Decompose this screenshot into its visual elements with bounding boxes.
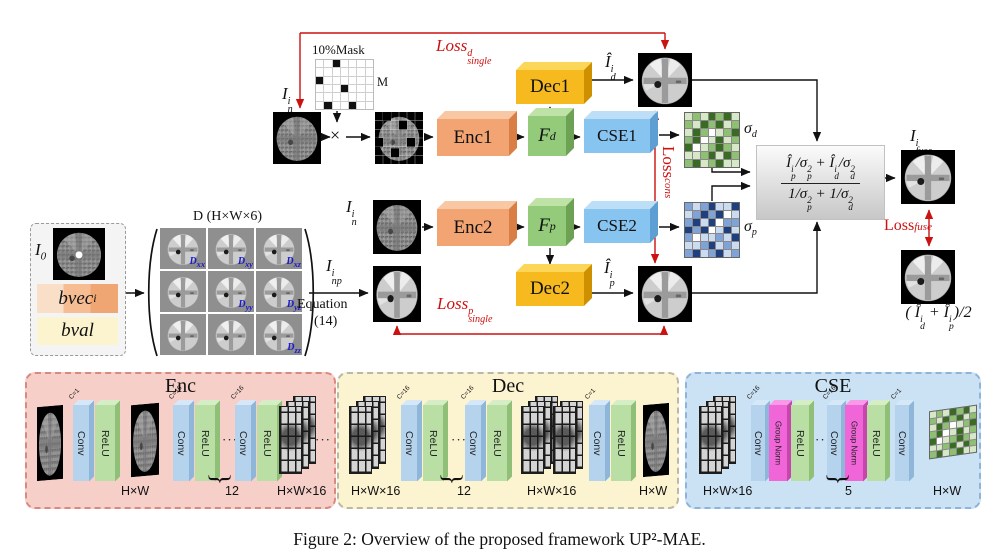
d-cell-xx: Dxx: [160, 228, 206, 269]
cse-output-matrix: [929, 404, 977, 460]
d-cell-blank-3: [208, 314, 254, 355]
enc-dim-label: H×W: [121, 484, 150, 498]
loss-single-d-label: Loss d single: [436, 36, 492, 68]
brain-image-i0: [53, 228, 105, 280]
loss-fuse-label: Lossfuse: [884, 217, 932, 234]
d-cell-blank-1: [160, 271, 206, 312]
brain-image-In-top: [273, 112, 321, 164]
brain-image-ihat-d: [638, 53, 692, 107]
d-cell-xz: Dxz: [256, 228, 302, 269]
sigma-d-label: σd: [744, 120, 757, 141]
dec-detail-panel: Dec H×W×16 C=16 Conv ReLU ··· C=16 Conv Re…: [337, 372, 679, 509]
d-tensor-title: D (H×W×6): [193, 209, 263, 224]
sigma-p-label: σp: [744, 218, 757, 239]
enc-input-slice: [37, 404, 63, 482]
brain-image-In-mid: [373, 200, 421, 254]
enc-output-dim-label: H×W×16: [277, 484, 327, 498]
mask-matrix-label: M: [377, 75, 389, 89]
dec-ellipsis: ···: [451, 432, 467, 447]
enc-count-label: 12: [225, 484, 239, 498]
enc-output-ellipsis: ···: [315, 432, 331, 447]
dec-mid-dim-label: H×W×16: [527, 484, 577, 498]
enc-mid-slice: [131, 402, 159, 478]
dec-output-dim-label: H×W: [639, 484, 668, 498]
brain-image-inp: [373, 266, 421, 322]
multiply-icon: ×: [330, 125, 341, 145]
d-cell-yy: Dyy: [208, 271, 254, 312]
dec-output-slice: [643, 402, 669, 478]
mask-grid: [315, 59, 374, 110]
brain-image-average: [901, 250, 955, 304]
bval-input: bval: [37, 317, 118, 345]
i0-label: I0: [35, 240, 47, 263]
figure-caption: Figure 2: Overview of the proposed frame…: [293, 529, 706, 549]
loss-single-p-label: Loss p single: [437, 294, 493, 326]
mask-percentage-label: 10%Mask: [312, 42, 365, 57]
sigma-p-matrix: [684, 202, 740, 258]
enc-detail-panel: Enc C=1 Conv ReLU C=16 Conv ReLU ··· C=16 C…: [25, 372, 336, 509]
brain-image-ifuse: [901, 150, 955, 204]
dec-panel-title: Dec: [491, 375, 525, 397]
cse-input-dim-label: H×W×16: [703, 484, 753, 498]
enc-ellipsis: ···: [222, 432, 238, 447]
dec-count-label: 12: [457, 484, 471, 498]
d-cell-yz: Dyz: [256, 271, 302, 312]
cse-count-label: 5: [845, 484, 852, 498]
d-cell-zz: Dzz: [256, 314, 302, 355]
d-cell-xy: Dxy: [208, 228, 254, 269]
brain-image-ihat-p: [638, 266, 692, 322]
equation-label-line1: Equation: [297, 297, 348, 312]
d-cell-blank-2: [160, 314, 206, 355]
cse-panel-title: CSE: [814, 375, 852, 397]
loss-cons-label: Losscons: [659, 146, 678, 199]
cse-ellipsis: ···: [815, 432, 831, 447]
equation-label-line2: (14): [314, 314, 338, 329]
bvec-input: bvec i: [37, 284, 118, 313]
brain-image-masked: [375, 112, 423, 164]
sigma-d-matrix: [684, 112, 740, 168]
enc-panel-title: Enc: [164, 375, 197, 397]
d-tensor-grid: Dxx Dxy Dxz Dyy Dyz Dzz: [160, 228, 302, 355]
dec-input-dim-label: H×W×16: [351, 484, 401, 498]
cse-detail-panel: CSE H×W×16 C=16 Conv Group Norm ReLU ··· …: [685, 372, 981, 509]
cse-output-dim-label: H×W: [933, 484, 962, 498]
